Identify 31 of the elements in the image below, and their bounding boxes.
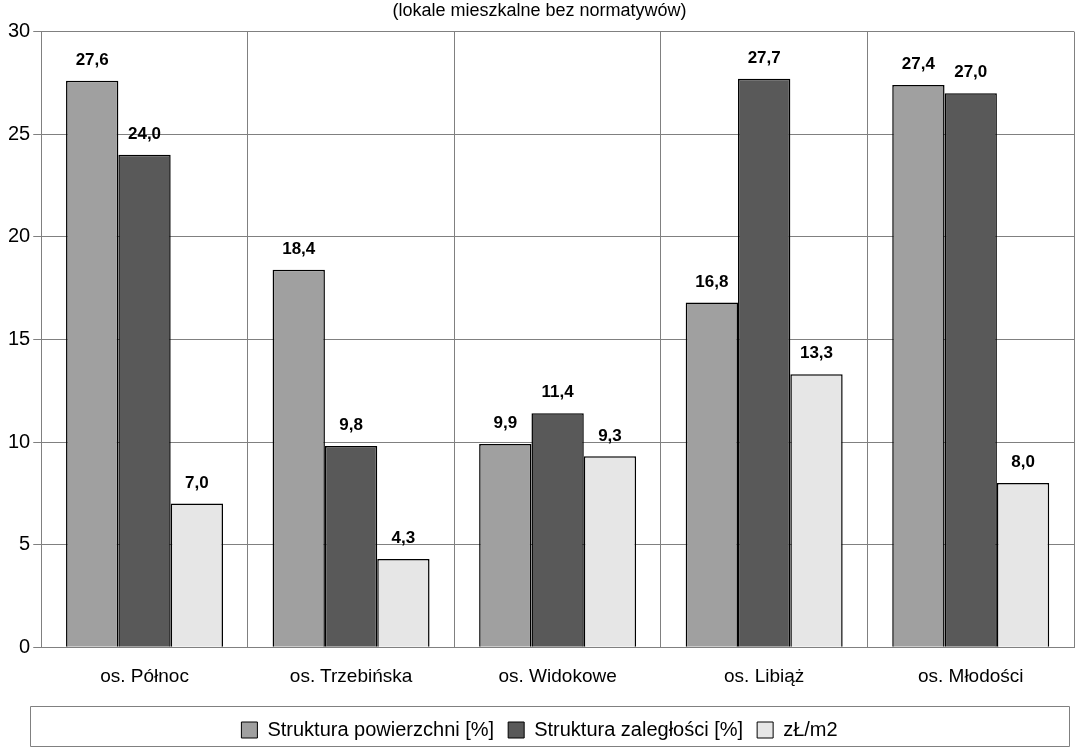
x-tick-label: os. Libiąż <box>724 664 805 686</box>
data-label: 9,8 <box>339 415 363 435</box>
data-label: 13,3 <box>799 343 834 363</box>
data-label: 27,6 <box>75 50 109 70</box>
data-label: 27,0 <box>954 62 988 82</box>
data-label: 27,4 <box>901 54 936 74</box>
x-tick-label: os. Północ <box>100 664 189 686</box>
y-tick-label: 5 <box>19 532 31 555</box>
legend-label: Struktura powierzchni [%] <box>267 717 495 740</box>
legend-label: Struktura zaległości [%] <box>534 717 744 740</box>
data-label: 18,4 <box>282 238 316 258</box>
x-tick-label: os. Młodości <box>917 664 1024 686</box>
y-tick-label: 15 <box>8 326 31 349</box>
y-tick-label: 25 <box>8 121 31 144</box>
legend-label: zŁ/m2 <box>783 717 838 740</box>
y-tick-label: 0 <box>19 634 31 657</box>
data-label: 24,0 <box>127 123 162 143</box>
data-label: 16,8 <box>695 271 729 291</box>
y-tick-label: 30 <box>8 19 31 42</box>
x-tick-label: os. Trzebińska <box>289 664 413 686</box>
data-label: 8,0 <box>1011 452 1035 472</box>
x-tick-label: os. Widokowe <box>498 664 617 686</box>
data-label: 9,3 <box>598 425 622 445</box>
y-tick-label: 10 <box>8 429 31 452</box>
chart-title: (lokale mieszkalne bez normatywów) <box>392 0 687 20</box>
data-label: 11,4 <box>541 382 575 402</box>
data-label: 7,0 <box>185 472 209 492</box>
data-label: 27,7 <box>747 47 781 67</box>
y-tick-label: 20 <box>8 224 31 247</box>
data-label: 4,3 <box>391 528 416 548</box>
data-label: 9,9 <box>493 413 518 433</box>
